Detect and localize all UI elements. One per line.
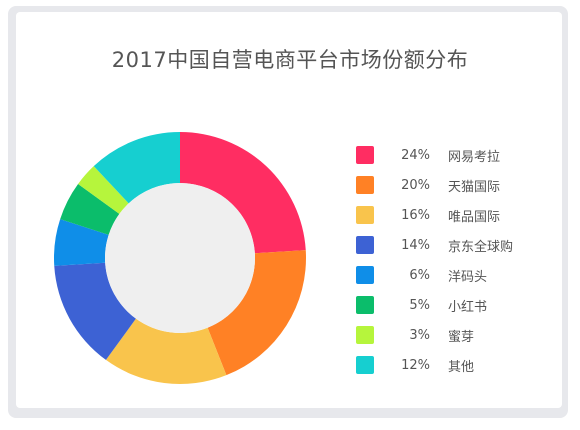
legend-item: 12% 其他	[356, 350, 546, 380]
legend-item: 3% 蜜芽	[356, 320, 546, 350]
legend-label: 京东全球购	[448, 239, 514, 255]
legend-swatch	[356, 176, 374, 194]
legend-percentage: 16%	[401, 207, 430, 223]
legend-percentage: 20%	[401, 177, 430, 193]
legend-label: 网易考拉	[448, 149, 501, 165]
donut-chart	[54, 132, 306, 385]
legend-item: 6% 洋码头	[356, 260, 546, 290]
legend-item: 5% 小红书	[356, 290, 546, 320]
legend-percentage: 12%	[401, 357, 430, 373]
legend-swatch	[356, 326, 374, 344]
legend-percentage: 14%	[401, 237, 430, 253]
donut-slice-2	[207, 250, 306, 376]
legend-swatch	[356, 146, 374, 164]
chart-title: 2017中国自营电商平台市场份额分布	[111, 48, 469, 72]
donut-slice-5	[54, 219, 109, 266]
legend-label: 洋码头	[448, 269, 488, 285]
legend-item: 20% 天猫国际	[356, 170, 546, 200]
legend-percentage: 5%	[409, 297, 430, 313]
legend-label: 天猫国际	[448, 179, 501, 195]
legend-swatch	[356, 296, 374, 314]
donut-slice-4	[54, 262, 136, 360]
legend-item: 24% 网易考拉	[356, 140, 546, 170]
legend-label: 其他	[448, 359, 475, 375]
donut-slice-6	[60, 183, 120, 235]
donut-slice-7	[78, 166, 129, 214]
donut-slice-1	[180, 132, 306, 254]
legend-item: 16% 唯品国际	[356, 200, 546, 230]
donut-center	[105, 183, 255, 333]
legend-swatch	[356, 236, 374, 254]
legend-label: 小红书	[448, 299, 488, 315]
legend-label: 唯品国际	[448, 209, 501, 225]
legend-swatch	[356, 266, 374, 284]
legend-percentage: 3%	[409, 327, 430, 343]
donut-slice-8	[93, 132, 180, 204]
legend-swatch	[356, 206, 374, 224]
donut-slice-3	[105, 318, 227, 385]
chart-legend: 24% 网易考拉 20% 天猫国际 16% 唯品国际 14% 京东全球购 6% 洋码头 5% 小红书 3…	[356, 140, 546, 380]
legend-item: 14% 京东全球购	[356, 230, 546, 260]
legend-label: 蜜芽	[448, 329, 475, 345]
legend-percentage: 24%	[401, 147, 430, 163]
legend-swatch	[356, 356, 374, 374]
legend-percentage: 6%	[409, 267, 430, 283]
